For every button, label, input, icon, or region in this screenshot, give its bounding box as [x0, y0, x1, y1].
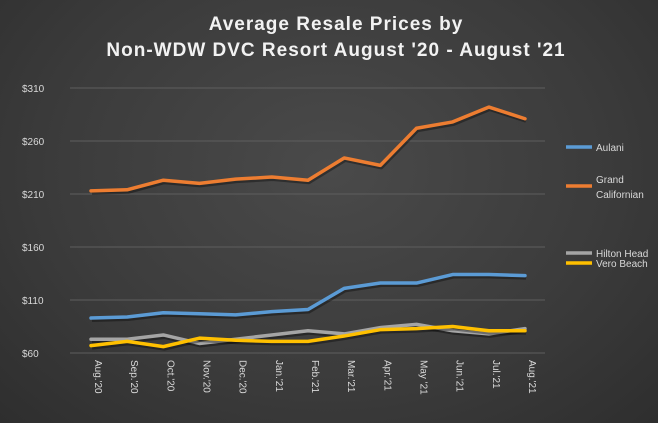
series-shadow	[91, 274, 527, 323]
x-tick-label: Aug.'20	[92, 360, 103, 394]
x-tick-label: Jun.'21	[454, 360, 465, 392]
series-line-grand-californian	[89, 105, 527, 193]
y-tick-label: $160	[22, 243, 45, 254]
legend-label: Grand	[596, 175, 624, 186]
y-tick-label: $210	[22, 190, 45, 201]
legend-label: Aulani	[596, 143, 624, 154]
series-shadow	[91, 326, 526, 351]
y-tick-label: $60	[22, 349, 39, 360]
legend-label: Vero Beach	[596, 259, 648, 270]
x-tick-label: Oct.'20	[164, 360, 175, 392]
x-tick-label: Sep.'20	[128, 360, 139, 394]
x-tick-label: Feb.'21	[309, 360, 320, 393]
x-tick-label: Dec.'20	[237, 360, 248, 394]
y-tick-label: $310	[22, 84, 45, 95]
x-tick-label: Jul.'21	[490, 360, 501, 389]
legend-label: Californian	[596, 190, 644, 201]
chart-title-line-2: Non-WDW DVC Resort August '20 - August '…	[106, 40, 565, 61]
x-tick-label: Aug.'21	[526, 360, 537, 394]
legend-label: Hilton Head	[596, 249, 648, 260]
y-tick-label: $260	[22, 137, 45, 148]
x-tick-label: Nov.'20	[201, 360, 212, 393]
x-tick-label: Mar.'21	[345, 360, 356, 393]
x-tick-label: Apr.'21	[381, 360, 392, 391]
x-tick-label: May '21	[418, 360, 429, 395]
series-shadow	[91, 107, 527, 195]
chart-title-line-1: Average Resale Prices by	[209, 14, 464, 35]
x-tick-label: Jan.'21	[273, 360, 284, 392]
y-tick-label: $110	[22, 296, 44, 307]
